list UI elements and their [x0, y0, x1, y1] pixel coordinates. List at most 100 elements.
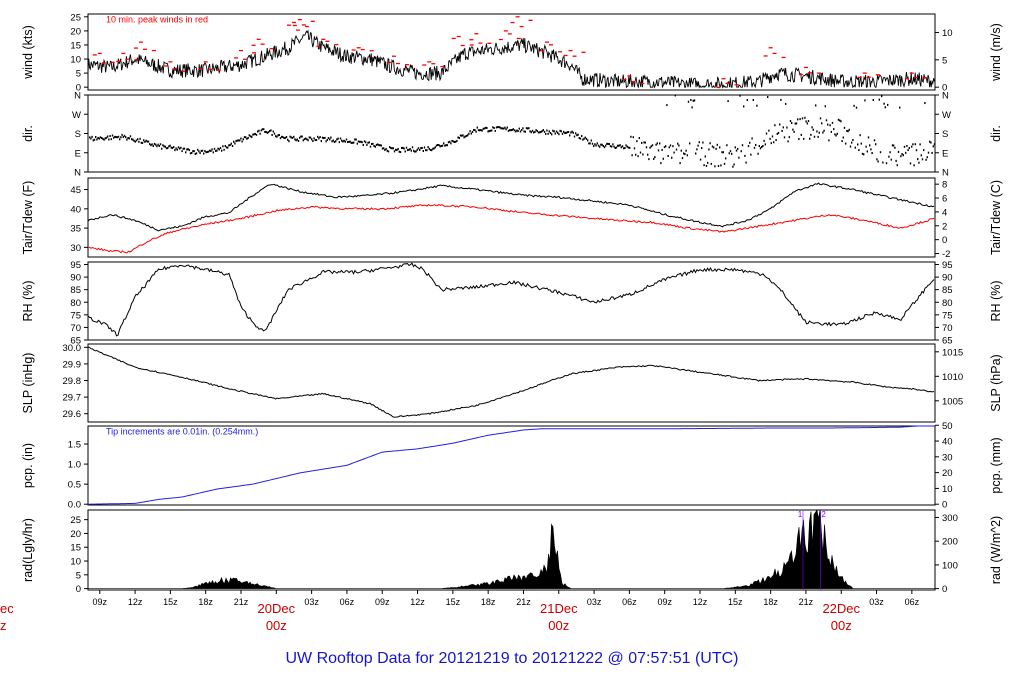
- wind-dir-point: [680, 149, 682, 152]
- wind-dir-point: [456, 139, 458, 142]
- wind-left-tick-label: 0: [76, 83, 81, 94]
- wind-dir-point: [373, 144, 375, 147]
- wind-dir-point: [597, 144, 600, 147]
- wind-dir-point: [194, 152, 196, 155]
- wind-dir-point: [482, 127, 484, 130]
- wind-dir-point: [752, 99, 754, 102]
- wind-dir-point: [932, 145, 934, 148]
- wind-dir-point: [501, 127, 504, 130]
- clipped-date-label: ec: [0, 601, 14, 616]
- wind-dir-point: [738, 156, 740, 159]
- wind-dir-point: [709, 142, 711, 145]
- wind-dir-point: [692, 99, 694, 102]
- wind-dir-point: [773, 141, 775, 144]
- wind-dir-point: [623, 147, 625, 150]
- footer-title: UW Rooftop Data for 20121219 to 20121222…: [0, 650, 1024, 668]
- wind-dir-point: [349, 140, 351, 143]
- wind-dir-point: [444, 144, 446, 147]
- wind-dir-point: [669, 144, 672, 147]
- wind-dir-point: [186, 148, 188, 151]
- wind-dir-point: [390, 147, 392, 150]
- wind-dir-point: [602, 144, 604, 147]
- wind-dir-point: [794, 122, 796, 125]
- wind-right-tick-label: 5: [942, 55, 947, 66]
- wind-dir-point: [915, 149, 918, 152]
- wind-dir-point: [899, 106, 901, 109]
- wind-frame: [87, 13, 936, 91]
- wind-dir-point: [823, 129, 825, 132]
- wind-dir-point: [355, 138, 357, 141]
- wind-dir-point: [632, 136, 634, 139]
- wind-dir-point: [638, 137, 640, 140]
- wind-dir-point: [182, 147, 184, 150]
- x-axis: 09z 12z 15z 18z 21z 03z 06z 09z 12z 15z 18z 21z 03z 0…: [0, 590, 920, 633]
- wind-dir-point: [311, 138, 313, 141]
- wind-dir-point: [816, 130, 818, 133]
- rh-left-tick-label: 80: [70, 298, 81, 309]
- wind-dir-point: [566, 131, 568, 134]
- wind-dir-point: [649, 146, 651, 149]
- wind-dir-point: [576, 134, 578, 137]
- x-tick-label: 06z: [340, 597, 355, 607]
- wind-dir-point: [818, 131, 820, 134]
- wind-dir-point: [683, 152, 685, 155]
- wind-dir-point: [859, 134, 861, 137]
- wind-dir-point: [408, 148, 410, 151]
- wind-dir-point: [699, 158, 702, 161]
- temp-left-tick-label: 30: [70, 243, 81, 254]
- wind-dir-point: [733, 163, 735, 166]
- rad-left-axis-label: rad(Lgly/hr): [21, 518, 35, 582]
- wind-dir-point: [521, 128, 523, 131]
- x-tick-label: 18z: [763, 597, 778, 607]
- wind-dir-point: [665, 145, 667, 148]
- wind-dir-point: [830, 130, 832, 133]
- wind-dir-point: [537, 131, 540, 134]
- wind-dir-point: [644, 141, 646, 144]
- rad-marker-label: 2: [821, 510, 826, 519]
- dir-left-axis-label: dir.: [21, 125, 35, 142]
- wind-dir-point: [125, 136, 127, 139]
- wind-dir-point: [219, 146, 222, 149]
- wind-dir-point: [810, 133, 812, 136]
- dir-right-tick-label: W: [942, 110, 951, 121]
- wind-dir-point: [203, 152, 205, 155]
- clipped-date-hour-label: z: [0, 618, 7, 633]
- wind-dir-point: [474, 129, 476, 132]
- wind-dir-point: [609, 145, 612, 148]
- wind-dir-point: [289, 135, 291, 138]
- wind-dir-point: [213, 147, 216, 150]
- wind-dir-point: [447, 141, 450, 144]
- pcp-left-tick-label: 0.0: [68, 500, 81, 511]
- wind-dir-point: [147, 140, 150, 143]
- wind-dir-point: [643, 141, 645, 144]
- wind-dir-point: [350, 141, 352, 144]
- wind-dir-point: [735, 149, 738, 152]
- x-tick-label: 21z: [799, 597, 814, 607]
- wind-dir-point: [708, 148, 710, 151]
- wind-dir-point: [799, 118, 801, 121]
- wind-dir-point: [470, 132, 472, 135]
- wind-dir-point: [337, 137, 339, 140]
- wind-dir-point: [879, 151, 882, 154]
- wind-dir-point: [183, 147, 186, 150]
- wind-dir-point: [555, 130, 558, 133]
- wind-dir-point: [871, 152, 873, 155]
- wind-dir-point: [294, 138, 296, 141]
- wind-dir-point: [173, 146, 175, 149]
- wind-dir-point: [758, 144, 760, 147]
- wind-dir-point: [727, 100, 729, 103]
- wind-dir-point: [591, 142, 594, 145]
- wind-dir-point: [404, 150, 406, 153]
- wind-dir-point: [228, 144, 230, 147]
- wind-dir-point: [295, 139, 297, 142]
- dir-left-tick-label: N: [74, 168, 81, 179]
- wind-dir-point: [107, 135, 109, 138]
- wind-dir-point: [319, 136, 321, 139]
- slp-left-tick-label: 29.7: [63, 393, 82, 404]
- wind-dir-point: [398, 150, 400, 153]
- wind-dir-point: [115, 136, 117, 139]
- wind-dir-point: [479, 129, 481, 132]
- wind-dir-point: [119, 138, 121, 141]
- wind-dir-point: [860, 142, 862, 145]
